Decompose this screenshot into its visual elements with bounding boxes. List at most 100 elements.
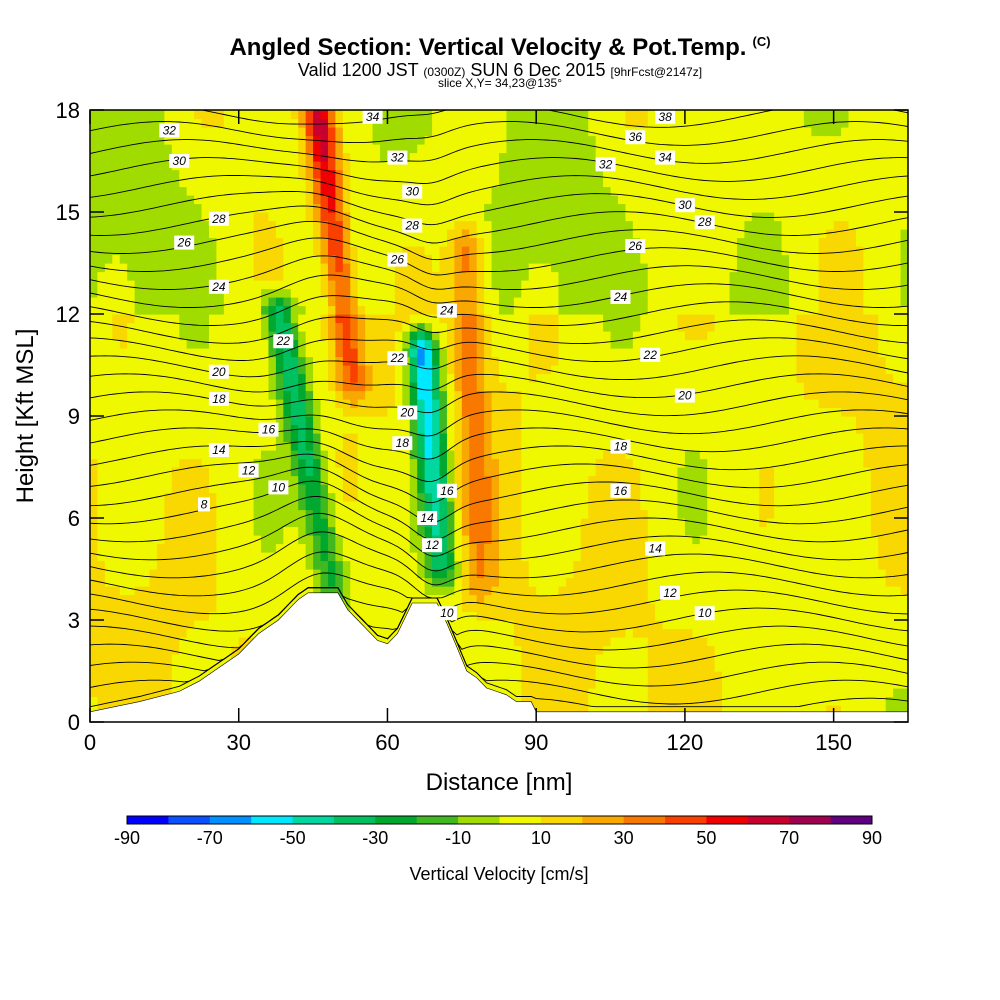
velocity-cell: [350, 288, 359, 298]
velocity-cell: [394, 611, 403, 621]
velocity-cell: [342, 535, 351, 545]
velocity-cell: [223, 339, 232, 349]
velocity-cell: [558, 399, 567, 409]
velocity-cell: [320, 407, 329, 417]
velocity-cell: [588, 467, 597, 477]
velocity-cell: [424, 305, 433, 315]
velocity-cell: [402, 543, 411, 553]
velocity-cell: [104, 450, 113, 460]
velocity-cell: [90, 220, 99, 230]
velocity-cell: [186, 441, 195, 451]
velocity-cell: [112, 237, 121, 247]
velocity-cell: [320, 569, 329, 579]
velocity-cell: [357, 586, 366, 596]
velocity-cell: [149, 212, 158, 222]
velocity-cell: [499, 373, 508, 383]
velocity-cell: [573, 645, 582, 655]
velocity-cell: [127, 322, 136, 332]
velocity-cell: [283, 586, 292, 596]
velocity-cell: [394, 297, 403, 307]
velocity-cell: [216, 135, 225, 145]
velocity-cell: [223, 118, 232, 128]
velocity-cell: [536, 229, 545, 239]
velocity-cell: [528, 237, 537, 247]
velocity-cell: [595, 509, 604, 519]
velocity-cell: [484, 569, 493, 579]
velocity-cell: [112, 390, 121, 400]
velocity-cell: [558, 110, 567, 120]
velocity-cell: [565, 322, 574, 332]
velocity-cell: [446, 458, 455, 468]
velocity-cell: [164, 552, 173, 562]
velocity-cell: [142, 577, 151, 587]
velocity-cell: [580, 603, 589, 613]
velocity-cell: [454, 492, 463, 502]
velocity-cell: [223, 229, 232, 239]
velocity-cell: [595, 178, 604, 188]
velocity-cell: [409, 144, 418, 154]
velocity-cell: [380, 628, 389, 638]
velocity-cell: [156, 135, 165, 145]
velocity-cell: [305, 144, 314, 154]
velocity-cell: [186, 671, 195, 681]
velocity-cell: [142, 662, 151, 672]
velocity-cell: [246, 229, 255, 239]
velocity-cell: [320, 526, 329, 536]
velocity-cell: [432, 314, 441, 324]
velocity-cell: [171, 110, 180, 120]
velocity-cell: [231, 560, 240, 570]
velocity-cell: [156, 688, 165, 698]
velocity-cell: [499, 305, 508, 315]
velocity-cell: [216, 263, 225, 273]
velocity-cell: [283, 356, 292, 366]
velocity-cell: [320, 186, 329, 196]
velocity-cell: [171, 637, 180, 647]
velocity-cell: [275, 552, 284, 562]
velocity-cell: [543, 169, 552, 179]
velocity-cell: [409, 135, 418, 145]
velocity-cell: [357, 118, 366, 128]
velocity-cell: [350, 322, 359, 332]
velocity-cell: [551, 365, 560, 375]
velocity-cell: [246, 535, 255, 545]
velocity-cell: [491, 271, 500, 281]
velocity-cell: [246, 297, 255, 307]
velocity-cell: [268, 263, 277, 273]
velocity-cell: [97, 288, 106, 298]
velocity-cell: [298, 212, 307, 222]
velocity-cell: [261, 297, 270, 307]
velocity-cell: [313, 263, 322, 273]
velocity-cell: [513, 543, 522, 553]
velocity-cell: [491, 671, 500, 681]
velocity-cell: [573, 203, 582, 213]
velocity-cell: [216, 348, 225, 358]
velocity-cell: [484, 229, 493, 239]
velocity-cell: [521, 322, 530, 332]
velocity-cell: [179, 671, 188, 681]
velocity-cell: [179, 603, 188, 613]
velocity-cell: [536, 535, 545, 545]
velocity-cell: [551, 679, 560, 689]
velocity-cell: [521, 407, 530, 417]
velocity-cell: [268, 441, 277, 451]
velocity-cell: [97, 135, 106, 145]
velocity-cell: [580, 679, 589, 689]
velocity-cell: [104, 569, 113, 579]
velocity-cell: [320, 220, 329, 230]
velocity-cell: [595, 322, 604, 332]
velocity-cell: [238, 135, 247, 145]
velocity-cell: [536, 186, 545, 196]
velocity-cell: [231, 509, 240, 519]
velocity-cell: [439, 288, 448, 298]
velocity-cell: [90, 696, 99, 706]
velocity-cell: [275, 407, 284, 417]
velocity-cell: [238, 331, 247, 341]
velocity-cell: [499, 628, 508, 638]
velocity-cell: [194, 416, 203, 426]
velocity-cell: [164, 254, 173, 264]
velocity-cell: [446, 212, 455, 222]
velocity-cell: [476, 297, 485, 307]
velocity-cell: [365, 501, 374, 511]
velocity-cell: [127, 186, 136, 196]
velocity-cell: [402, 135, 411, 145]
